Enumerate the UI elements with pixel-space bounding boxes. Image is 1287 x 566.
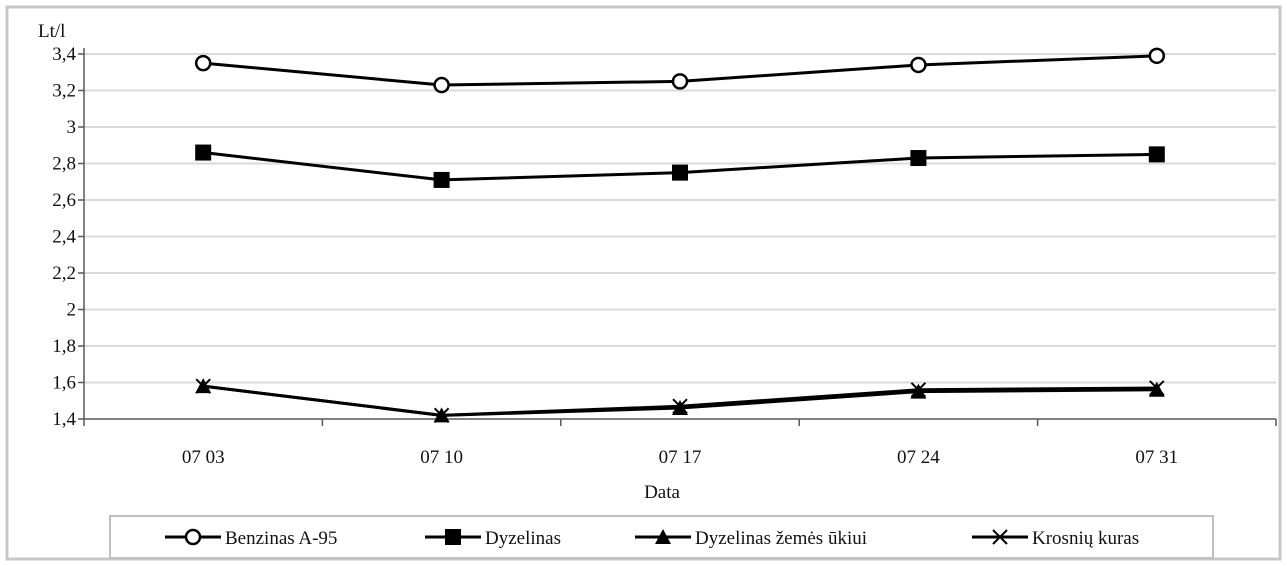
chart-frame (5, 5, 1282, 561)
x-tick-label: 07 31 (1135, 447, 1178, 468)
data-point-series-2 (1148, 146, 1165, 163)
y-tick-label: 3 (67, 117, 77, 138)
axes: 1,4 1,6 1,8 2 2,2 2,4 2,6 2,8 3 3,2 3,4 07 03 07 10 0… (52, 44, 1277, 468)
legend-swatch-marker (992, 529, 1008, 545)
data-point-series-2 (672, 164, 688, 181)
data-point-series-4 (672, 398, 688, 414)
data-point-series-4 (195, 378, 211, 394)
y-tick-label: 2,4 (52, 227, 76, 248)
data-point-series-2 (910, 150, 927, 167)
x-tick-label: 07 10 (420, 447, 463, 468)
data-point-series-1 (433, 76, 450, 94)
data-point-series-4 (433, 407, 450, 424)
data-point-series-1 (910, 56, 927, 74)
x-tick-label: 07 24 (897, 447, 940, 468)
legend: Benzinas A-95 Dyzelinas Dyzelinas žemės ūk… (109, 515, 1214, 559)
data-point-series-1 (194, 54, 212, 72)
legend-swatch-marker (445, 529, 461, 545)
legend-swatch-marker (184, 528, 202, 546)
legend-label: Krosnių kuras (1032, 528, 1139, 549)
legend-swatch-marker (655, 529, 671, 544)
y-tick-label: 1,8 (52, 336, 76, 357)
data-point-series-2 (195, 144, 212, 161)
legend-label: Dyzelinas žemės ūkiui (695, 528, 867, 549)
data-point-series-1 (671, 73, 689, 90)
legend-label: Benzinas A-95 (225, 528, 337, 549)
y-tick-label: 2,2 (52, 263, 76, 284)
y-tick-label: 1,6 (52, 373, 76, 394)
y-tick-label: 2,6 (52, 190, 76, 211)
data-point-series-2 (433, 171, 450, 188)
data-point-series-4 (1149, 380, 1165, 396)
y-tick-label: 1,4 (52, 409, 76, 430)
y-tick-label: 2 (67, 300, 77, 321)
x-axis-title: Data (644, 482, 680, 503)
data-point-series-4 (910, 382, 927, 398)
legend-label: Dyzelinas (485, 528, 561, 549)
y-tick-label: 2,8 (52, 154, 76, 175)
series-markers (194, 47, 1166, 424)
y-axis-title: Lt/l (38, 21, 65, 42)
grid-lines (84, 53, 1276, 384)
x-tick-label: 07 03 (182, 447, 225, 468)
x-tick-label: 07 17 (659, 447, 702, 468)
y-tick-label: 3,2 (52, 81, 76, 102)
data-point-series-1 (1148, 47, 1166, 65)
y-tick-label: 3,4 (52, 44, 76, 65)
